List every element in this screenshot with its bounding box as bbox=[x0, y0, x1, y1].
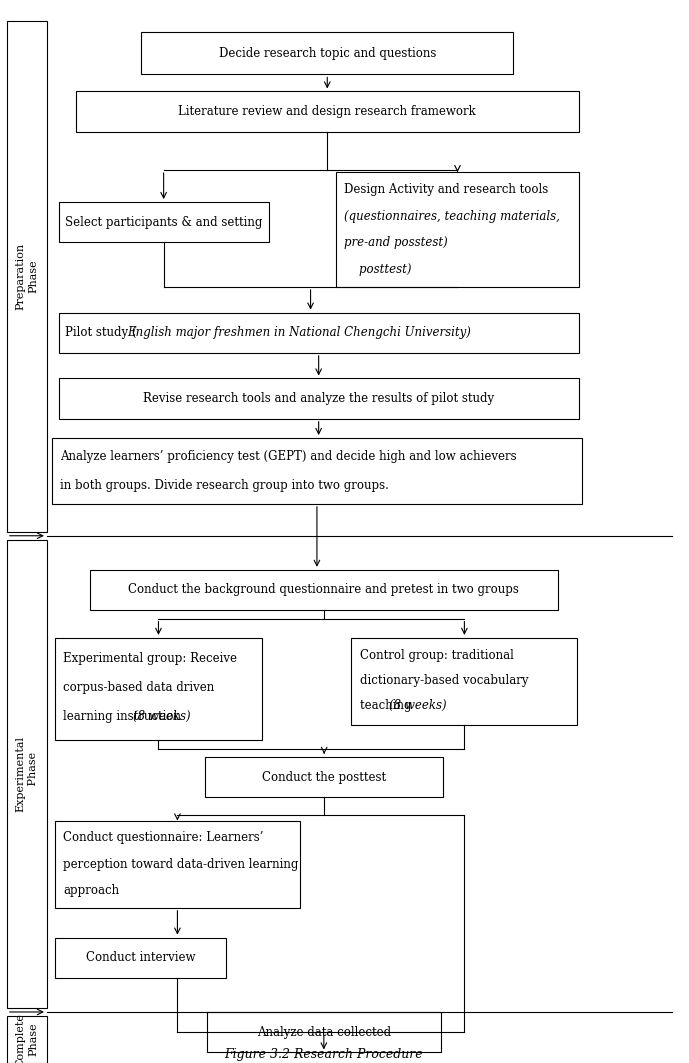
FancyBboxPatch shape bbox=[90, 570, 558, 610]
Text: teaching: teaching bbox=[360, 698, 415, 711]
FancyBboxPatch shape bbox=[55, 821, 300, 908]
Text: learning instruction: learning instruction bbox=[63, 710, 185, 723]
FancyBboxPatch shape bbox=[59, 313, 579, 353]
Text: Figure 3.2 Research Procedure: Figure 3.2 Research Procedure bbox=[225, 1048, 423, 1061]
Text: Conduct the background questionnaire and pretest in two groups: Conduct the background questionnaire and… bbox=[128, 584, 520, 596]
FancyBboxPatch shape bbox=[55, 638, 262, 740]
FancyBboxPatch shape bbox=[59, 378, 579, 419]
Text: Revise research tools and analyze the results of pilot study: Revise research tools and analyze the re… bbox=[143, 392, 494, 405]
FancyBboxPatch shape bbox=[52, 438, 582, 504]
Text: approach: approach bbox=[63, 884, 119, 897]
FancyBboxPatch shape bbox=[207, 1012, 441, 1052]
Text: in both groups. Divide research group into two groups.: in both groups. Divide research group in… bbox=[60, 478, 389, 492]
FancyBboxPatch shape bbox=[59, 202, 269, 242]
Text: Control group: traditional: Control group: traditional bbox=[360, 648, 513, 662]
FancyBboxPatch shape bbox=[55, 938, 226, 978]
Text: Experimental
   Phase: Experimental Phase bbox=[15, 736, 39, 812]
Text: Conduct questionnaire: Learners’: Conduct questionnaire: Learners’ bbox=[63, 831, 264, 844]
Text: Design Activity and research tools: Design Activity and research tools bbox=[344, 183, 548, 196]
Text: Conduct interview: Conduct interview bbox=[86, 951, 195, 964]
Text: Experimental group: Receive: Experimental group: Receive bbox=[63, 652, 238, 664]
Text: Pilot study (: Pilot study ( bbox=[65, 326, 141, 339]
Text: Preparation
Phase: Preparation Phase bbox=[15, 242, 39, 310]
FancyBboxPatch shape bbox=[336, 172, 579, 287]
Text: perception toward data-driven learning: perception toward data-driven learning bbox=[63, 858, 299, 871]
Text: (questionnaires, teaching materials,: (questionnaires, teaching materials, bbox=[344, 209, 560, 223]
Text: dictionary-based vocabulary: dictionary-based vocabulary bbox=[360, 674, 528, 687]
FancyBboxPatch shape bbox=[76, 91, 579, 132]
Text: Conduct the posttest: Conduct the posttest bbox=[262, 771, 387, 783]
FancyBboxPatch shape bbox=[141, 32, 513, 74]
Text: (8 weeks): (8 weeks) bbox=[389, 698, 447, 711]
Text: Select participants & and setting: Select participants & and setting bbox=[65, 216, 263, 229]
FancyBboxPatch shape bbox=[351, 638, 577, 725]
FancyBboxPatch shape bbox=[7, 540, 47, 1008]
Text: pre-and posstest): pre-and posstest) bbox=[344, 236, 449, 250]
Text: Analyze learners’ proficiency test (GEPT) and decide high and low achievers: Analyze learners’ proficiency test (GEPT… bbox=[60, 450, 517, 463]
Text: Complete
Phase: Complete Phase bbox=[15, 1013, 39, 1063]
Text: posttest): posttest) bbox=[344, 264, 412, 276]
FancyBboxPatch shape bbox=[205, 757, 443, 797]
Text: English major freshmen in National Chengchi University): English major freshmen in National Cheng… bbox=[127, 326, 471, 339]
FancyBboxPatch shape bbox=[7, 1016, 47, 1063]
FancyBboxPatch shape bbox=[7, 21, 47, 532]
Text: Decide research topic and questions: Decide research topic and questions bbox=[218, 47, 436, 60]
Text: Analyze data collected: Analyze data collected bbox=[257, 1026, 391, 1039]
Text: Literature review and design research framework: Literature review and design research fr… bbox=[178, 105, 476, 118]
Text: corpus-based data driven: corpus-based data driven bbox=[63, 681, 215, 694]
Text: (8 weeks): (8 weeks) bbox=[133, 710, 190, 723]
